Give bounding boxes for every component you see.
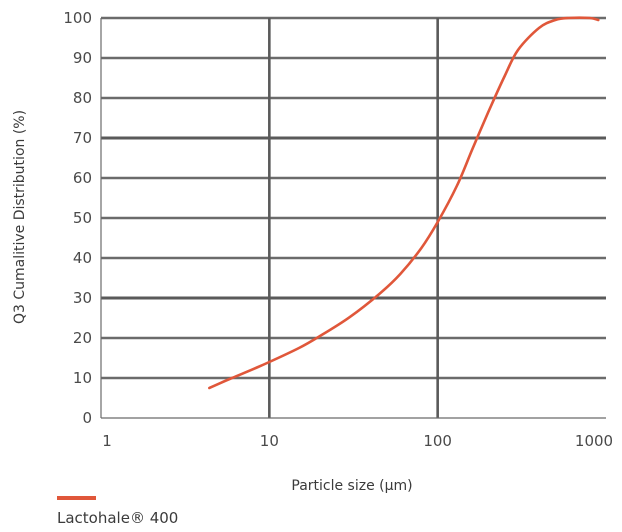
series-line [208,16,600,390]
x-tick-label: 1000 [575,432,613,450]
series-layer [208,16,600,390]
y-axis-title: Q3 Cumalitive Distribution (%) [12,110,28,324]
legend-label: Lactohale® 400 [57,509,178,527]
legend: Lactohale® 400 [57,496,178,527]
y-tick-label: 100 [63,9,92,27]
x-tick-label: 10 [260,432,279,450]
y-tick-label: 20 [73,329,92,347]
y-tick-label: 40 [73,249,92,267]
x-axis-title: Particle size (µm) [291,478,412,494]
y-tick-label: 90 [73,49,92,67]
x-tick-label: 100 [423,432,452,450]
y-tick-label: 50 [73,209,92,227]
y-tick-label: 0 [82,409,92,427]
grid [100,16,606,419]
y-axis-ticks: 0 10 20 30 40 50 60 70 80 90 100 [63,9,92,427]
x-axis-ticks: 1 10 100 1000 [102,432,613,450]
y-tick-label: 80 [73,89,92,107]
x-tick-label: 1 [102,432,112,450]
y-tick-label: 70 [73,129,92,147]
y-tick-label: 60 [73,169,92,187]
y-tick-label: 30 [73,289,92,307]
legend-swatch [57,496,96,500]
y-tick-label: 10 [73,369,92,387]
